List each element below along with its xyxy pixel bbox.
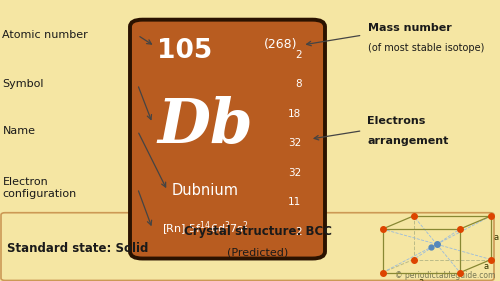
Text: Electrons: Electrons <box>368 116 426 126</box>
Text: Db: Db <box>158 96 254 156</box>
Text: Symbol: Symbol <box>2 79 44 89</box>
Text: (268): (268) <box>264 38 298 51</box>
Text: 105: 105 <box>158 38 212 64</box>
Text: Mass number: Mass number <box>368 23 451 33</box>
FancyBboxPatch shape <box>130 20 325 259</box>
Text: 2: 2 <box>295 50 302 60</box>
Text: 18: 18 <box>288 109 302 119</box>
Text: (of most stable isotope): (of most stable isotope) <box>368 43 484 53</box>
Text: a: a <box>418 277 424 281</box>
Text: 11: 11 <box>288 197 302 207</box>
Text: 8: 8 <box>295 79 302 89</box>
Text: 32: 32 <box>288 138 302 148</box>
Text: Crystal structure: BCC: Crystal structure: BCC <box>184 225 332 238</box>
Text: 32: 32 <box>288 168 302 178</box>
Text: Dubnium: Dubnium <box>172 183 239 198</box>
Text: Atomic number: Atomic number <box>2 30 88 40</box>
Text: arrangement: arrangement <box>368 135 449 146</box>
Text: (Predicted): (Predicted) <box>227 248 288 258</box>
Text: Name: Name <box>2 126 35 136</box>
Text: Standard state: Solid: Standard state: Solid <box>7 242 148 255</box>
FancyBboxPatch shape <box>1 213 494 280</box>
Text: a: a <box>494 233 498 242</box>
Text: 2: 2 <box>295 227 302 237</box>
Text: © periodictableguide.com: © periodictableguide.com <box>394 271 495 280</box>
Text: Electron
configuration: Electron configuration <box>2 178 77 199</box>
Text: a: a <box>483 262 488 271</box>
Text: $\mathregular{[Rn]\ 5f^{14}6d^{3}7s^{2}}$: $\mathregular{[Rn]\ 5f^{14}6d^{3}7s^{2}}… <box>162 220 248 238</box>
